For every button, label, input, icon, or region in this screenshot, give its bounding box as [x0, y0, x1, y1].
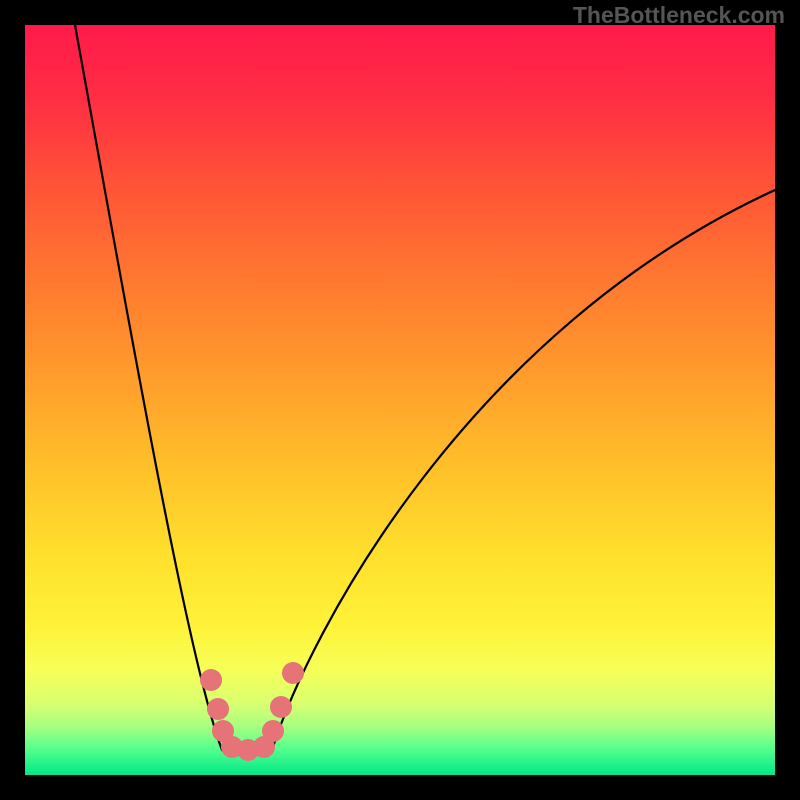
gradient-background	[25, 25, 775, 775]
data-marker	[270, 696, 292, 718]
data-marker	[207, 698, 229, 720]
data-marker	[200, 669, 222, 691]
data-marker	[282, 662, 304, 684]
bottleneck-chart	[0, 0, 800, 800]
watermark-text: TheBottleneck.com	[573, 2, 785, 29]
data-marker	[262, 720, 284, 742]
